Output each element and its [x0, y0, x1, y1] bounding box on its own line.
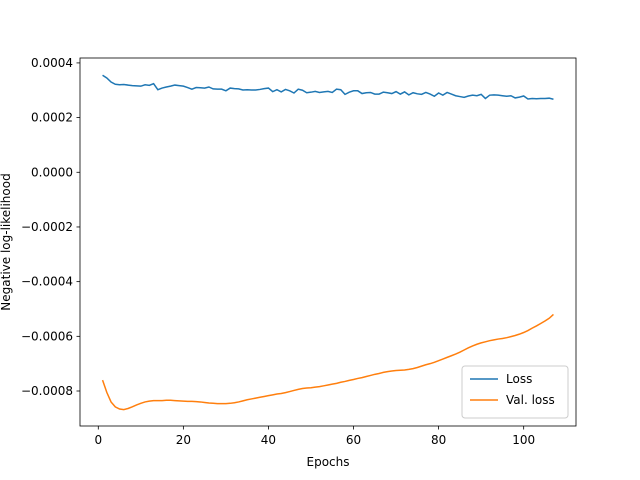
x-tick-label: 40 — [261, 433, 276, 447]
legend-label: Val. loss — [506, 393, 555, 407]
legend-label: Loss — [506, 372, 532, 386]
x-tick-label: 60 — [346, 433, 361, 447]
series-line — [101, 313, 554, 411]
y-tick-label: −0.0002 — [21, 220, 73, 234]
y-axis-label: Negative log-likelihood — [0, 173, 13, 310]
y-tick-label: 0.0000 — [31, 165, 73, 179]
plot-frame — [79, 57, 577, 427]
x-tick-label: 0 — [94, 433, 102, 447]
y-tick-label: −0.0008 — [21, 384, 73, 398]
x-tick-label: 80 — [431, 433, 446, 447]
series-line — [102, 74, 554, 101]
x-tick-label: 100 — [512, 433, 535, 447]
y-tick-label: 0.0004 — [31, 56, 73, 70]
y-tick-label: 0.0002 — [31, 111, 73, 125]
x-axis-label: Epochs — [307, 455, 350, 469]
y-tick-label: −0.0006 — [21, 329, 73, 343]
y-tick-label: −0.0004 — [21, 275, 73, 289]
x-tick-label: 20 — [176, 433, 191, 447]
